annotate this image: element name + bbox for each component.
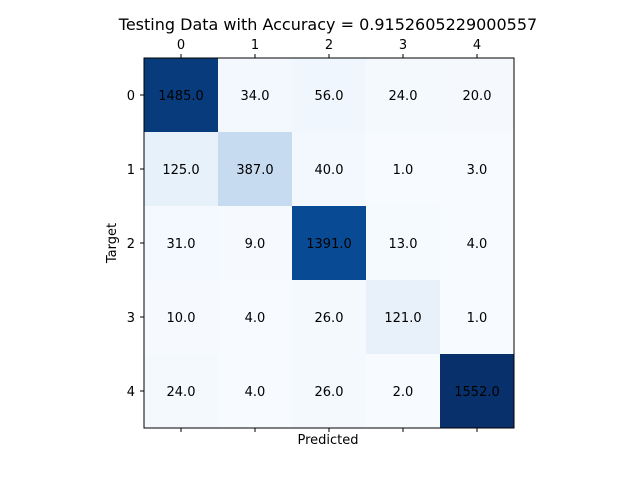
cell-value-label: 3.0 bbox=[467, 163, 488, 178]
heatmap-cell bbox=[366, 206, 440, 280]
heatmap-cell bbox=[144, 280, 218, 354]
cell-value-label: 4.0 bbox=[245, 311, 266, 326]
heatmap-cell bbox=[218, 354, 292, 428]
cell-value-label: 26.0 bbox=[315, 311, 344, 326]
cell-value-label: 24.0 bbox=[167, 385, 196, 400]
heatmap-cell-labels: 1485.0 34.0 56.0 24.0 20.0 125.0 387.0 40.0 1.0 3… bbox=[158, 89, 500, 400]
heatmap-cell bbox=[144, 354, 218, 428]
x-axis-label: Predicted bbox=[297, 433, 358, 448]
x-tick-label: 0 bbox=[177, 38, 185, 53]
cell-value-label: 56.0 bbox=[315, 89, 344, 104]
heatmap-cell bbox=[218, 132, 292, 206]
heatmap-cell bbox=[218, 206, 292, 280]
cell-value-label: 125.0 bbox=[162, 163, 199, 178]
heatmap-cell bbox=[440, 206, 514, 280]
heatmap-cell bbox=[366, 132, 440, 206]
cell-value-label: 40.0 bbox=[315, 163, 344, 178]
cell-value-label: 1.0 bbox=[393, 163, 414, 178]
y-tick-label: 0 bbox=[127, 89, 135, 104]
heatmap-cell bbox=[218, 58, 292, 132]
cell-value-label: 1485.0 bbox=[158, 89, 204, 104]
heatmap-cell bbox=[440, 58, 514, 132]
cell-value-label: 34.0 bbox=[241, 89, 270, 104]
heatmap-cell bbox=[440, 132, 514, 206]
heatmap-cells bbox=[144, 58, 514, 428]
cell-value-label: 1391.0 bbox=[306, 237, 352, 252]
x-tick-label: 2 bbox=[325, 38, 333, 53]
x-tick-label: 3 bbox=[399, 38, 407, 53]
y-axis-ticks: 0 1 2 3 4 bbox=[127, 89, 144, 400]
heatmap-cell bbox=[366, 354, 440, 428]
cell-value-label: 24.0 bbox=[389, 89, 418, 104]
heatmap-cell bbox=[292, 206, 366, 280]
cell-value-label: 10.0 bbox=[167, 311, 196, 326]
cell-value-label: 13.0 bbox=[389, 237, 418, 252]
cell-value-label: 4.0 bbox=[467, 237, 488, 252]
y-tick-label: 4 bbox=[127, 385, 135, 400]
x-tick-label: 1 bbox=[251, 38, 259, 53]
heatmap-cell bbox=[218, 280, 292, 354]
heatmap-cell bbox=[292, 58, 366, 132]
heatmap-cell bbox=[144, 132, 218, 206]
y-tick-label: 2 bbox=[127, 237, 135, 252]
y-tick-label: 3 bbox=[127, 311, 135, 326]
cell-value-label: 1.0 bbox=[467, 311, 488, 326]
cell-value-label: 121.0 bbox=[384, 311, 421, 326]
cell-value-label: 1552.0 bbox=[454, 385, 500, 400]
chart-title: Testing Data with Accuracy = 0.915260522… bbox=[118, 15, 537, 34]
cell-value-label: 2.0 bbox=[393, 385, 414, 400]
heatmap-cell bbox=[440, 354, 514, 428]
heatmap-cell bbox=[292, 132, 366, 206]
y-tick-label: 1 bbox=[127, 163, 135, 178]
cell-value-label: 31.0 bbox=[167, 237, 196, 252]
cell-value-label: 4.0 bbox=[245, 385, 266, 400]
cell-value-label: 387.0 bbox=[236, 163, 273, 178]
heatmap-cell bbox=[366, 58, 440, 132]
heatmap-cell bbox=[292, 354, 366, 428]
heatmap-cell bbox=[366, 280, 440, 354]
heatmap-cell bbox=[292, 280, 366, 354]
heatmap-cell bbox=[144, 58, 218, 132]
y-axis-label: Target bbox=[105, 223, 120, 264]
x-tick-label: 4 bbox=[473, 38, 481, 53]
heatmap-cell bbox=[440, 280, 514, 354]
x-axis-ticks: 0 1 2 3 4 bbox=[177, 38, 481, 432]
cell-value-label: 20.0 bbox=[463, 89, 492, 104]
cell-value-label: 26.0 bbox=[315, 385, 344, 400]
heatmap-cell bbox=[144, 206, 218, 280]
cell-value-label: 9.0 bbox=[245, 237, 266, 252]
